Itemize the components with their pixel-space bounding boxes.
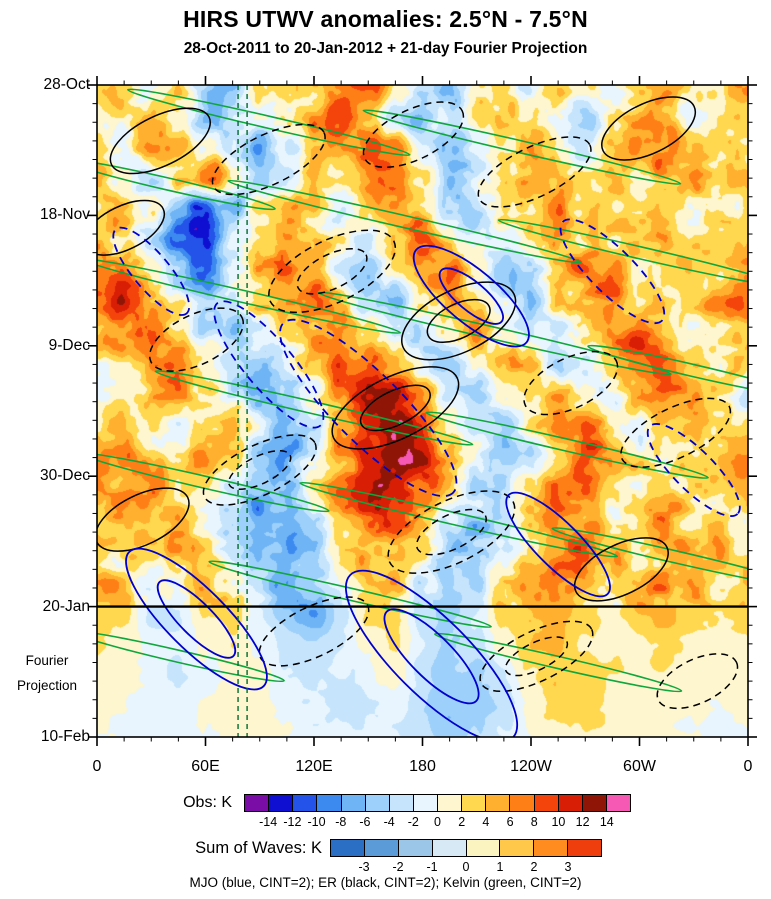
fourier-projection-label-line2: Projection [16,678,78,693]
x-tick-label: 180 [409,758,436,775]
colorbar-tick-label: -1 [426,860,438,874]
y-tick-label: 30-Dec [40,467,90,485]
y-tick-label: 20-Jan [42,597,90,615]
colorbar-tick-label: -12 [283,815,302,829]
fourier-projection-label: Fourier Projection [2,648,92,698]
x-tick-label: 60W [623,758,656,775]
page-subtitle: 28-Oct-2011 to 20-Jan-2012 + 21-day Four… [183,40,588,57]
colorbar-tick-label: -4 [383,815,395,829]
colorbar-tick-label: -14 [259,815,278,829]
colorbar-cell [317,795,342,811]
colorbar-tick-label: 3 [564,860,572,874]
y-tick-label: 18-Nov [40,206,90,224]
colorbar-tick-label: 14 [599,815,614,829]
colorbar-tick-label: -8 [335,815,347,829]
colorbar-cell [432,840,467,856]
colorbar-tick-label: 2 [458,815,466,829]
colorbar-tick-label: 8 [530,815,538,829]
obs-colorbar-ticks: -14 -12 -10 -8 -6 -4 -2 0 2 4 6 8 10 12 14 [244,813,631,829]
fourier-projection-label-line1: Fourier [25,653,69,668]
waves-colorbar-label: Sum of Waves: K [195,839,322,857]
colorbar-tick-label: -2 [392,860,404,874]
colorbar-tick-label: 10 [551,815,566,829]
y-tick-label: 28-Oct [43,76,90,93]
y-tick-label: 10-Feb [40,728,90,745]
waves-colorbar [330,839,602,857]
colorbar-cell [341,795,366,811]
colorbar-cell [364,840,399,856]
colorbar-tick-label: 12 [575,815,590,829]
colorbar-tick-label: 0 [462,860,470,874]
colorbar-cell [293,795,318,811]
colorbar-tick-label: 1 [496,860,504,874]
colorbar-tick-label: -6 [359,815,371,829]
obs-colorbar-label: Obs: K [183,794,232,811]
colorbar-cell [365,795,390,811]
colorbar-cell [582,795,607,811]
obs-colorbar [244,794,631,812]
colorbar-cell [462,795,487,811]
colorbar-cell [331,840,365,856]
waves-colorbar-ticks: -3 -2 -1 0 1 2 3 [330,858,602,874]
colorbar-cell [606,795,630,811]
page-title: HIRS UTWV anomalies: 2.5°N - 7.5°N [183,6,588,32]
colorbar-tick-label: 4 [482,815,490,829]
colorbar-cell [534,795,559,811]
colorbar-cell [438,795,463,811]
colorbar-cell [413,795,438,811]
colorbar-tick-label: -10 [307,815,326,829]
colorbar-tick-label: 2 [530,860,538,874]
anomaly-field-canvas [97,85,748,737]
colorbar-cell [568,840,601,856]
colorbar-cell [398,840,433,856]
colorbar-cell [558,795,583,811]
colorbar-tick-label: 6 [506,815,514,829]
colorbar-tick-label: 0 [434,815,441,829]
x-tick-label: 60E [191,758,220,775]
x-tick-label: 120E [295,758,333,775]
colorbar-cell [389,795,414,811]
colorbar-tick-label: -3 [358,860,370,874]
colorbar-cell [466,840,501,856]
colorbar-cell [245,795,270,811]
x-tick-label: 0 [92,758,102,775]
y-tick-label: 9-Dec [48,336,90,354]
legend-caption: MJO (blue, CINT=2); ER (black, CINT=2); … [189,875,582,890]
colorbar-cell [269,795,294,811]
colorbar-cell [534,840,569,856]
colorbar-cell [500,840,535,856]
x-tick-label: 120W [510,758,552,775]
colorbar-cell [510,795,535,811]
colorbar-cell [486,795,511,811]
x-tick-label: 0 [743,758,753,775]
colorbar-tick-label: -2 [407,815,419,829]
